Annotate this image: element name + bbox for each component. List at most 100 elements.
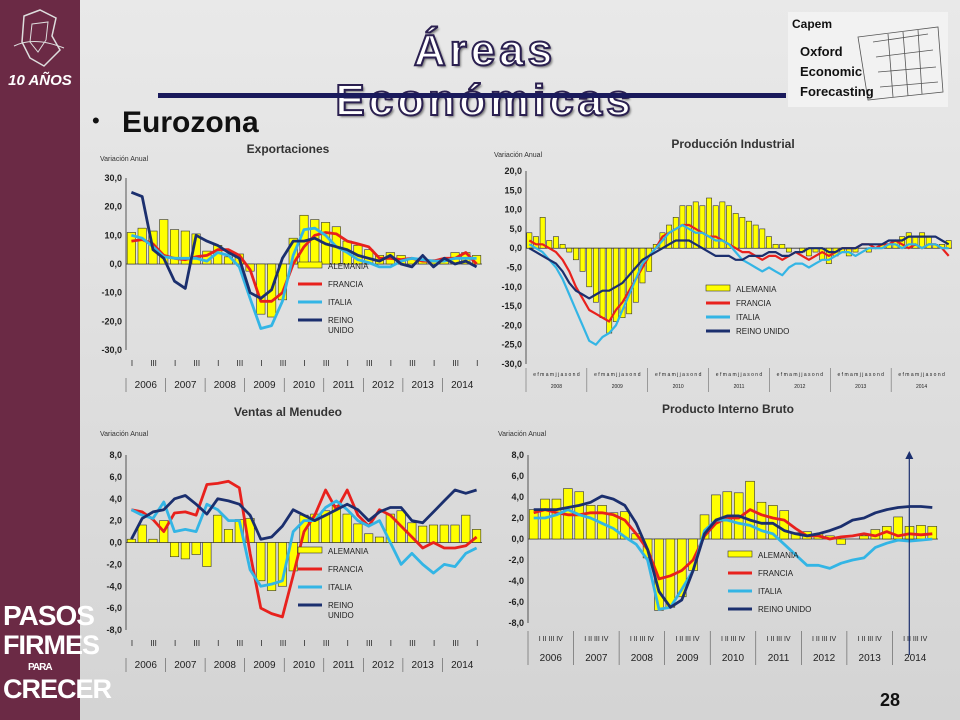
bar-alemania xyxy=(331,505,341,543)
svg-text:Economic: Economic xyxy=(800,64,862,79)
chart-title: Producción Industrial xyxy=(671,137,795,151)
bar-alemania xyxy=(586,247,593,288)
bar-alemania xyxy=(719,201,726,249)
x-tick-label: III xyxy=(237,359,244,368)
bar-alemania xyxy=(756,501,767,540)
y-tick-label: 8,0 xyxy=(511,450,524,460)
x-year-label: 2008 xyxy=(214,660,237,671)
x-year-label: 2009 xyxy=(612,384,623,390)
x-tick-label: I xyxy=(217,359,219,368)
line-italia xyxy=(528,223,949,346)
x-tick-label: III xyxy=(409,639,416,648)
x-tick-label: e f m a m j j a s o n d xyxy=(716,372,763,378)
y-tick-label: -6,0 xyxy=(106,603,122,613)
x-tick-label: I xyxy=(347,639,349,648)
page-number: 28 xyxy=(880,690,901,710)
chart-title: Producto Interno Bruto xyxy=(662,402,794,416)
slogan-line-4: CRECER xyxy=(3,674,112,704)
legend-label: ALEMANIA xyxy=(758,551,799,560)
bar-alemania xyxy=(126,538,136,543)
bar-alemania xyxy=(428,524,438,543)
chart-svg: 30,0 20,0 10,0 0,0 -10,0 -20,0 -30,0 ALEMANIA FR… xyxy=(101,173,482,392)
bar-alemania xyxy=(672,217,679,249)
bar-alemania xyxy=(706,197,712,249)
x-tick-label: I II III IV xyxy=(903,636,927,643)
x-tick-label: e f m a m j j a s o n d xyxy=(777,372,824,378)
x-year-label: 2012 xyxy=(372,380,395,391)
y-tick-label: -30,0 xyxy=(501,359,522,369)
x-tick-label: III xyxy=(193,359,200,368)
x-tick-label: III xyxy=(452,359,459,368)
x-year-label: 2014 xyxy=(904,653,927,664)
bar-alemania xyxy=(779,244,786,249)
bar-alemania xyxy=(711,494,721,540)
y-tick-label: 0,0 xyxy=(511,534,524,544)
legend-label: ALEMANIA xyxy=(328,262,369,271)
bar-alemania xyxy=(927,526,938,540)
x-tick-label: e f m a m j j a s o n d xyxy=(594,372,641,378)
legend-label: FRANCIA xyxy=(736,299,772,308)
x-tick-label: I xyxy=(347,359,349,368)
bar-alemania xyxy=(180,542,190,560)
y-tick-label: -25,0 xyxy=(501,340,522,350)
x-year-label: 2010 xyxy=(722,653,745,664)
chart-title: Exportaciones xyxy=(246,142,330,156)
x-year-label: 2012 xyxy=(813,653,836,664)
y-tick-label: -8,0 xyxy=(508,618,524,628)
y-tick-label: 6,0 xyxy=(511,471,524,481)
x-year-label: 2006 xyxy=(135,380,158,391)
bar-alemania xyxy=(170,542,180,558)
bar-alemania xyxy=(551,498,562,540)
bar-alemania xyxy=(170,229,180,265)
x-tick-label: I xyxy=(390,359,392,368)
svg-text:Forecasting: Forecasting xyxy=(800,84,874,99)
x-year-label: 2010 xyxy=(673,384,684,390)
x-year-label: 2011 xyxy=(333,380,355,391)
bar-alemania xyxy=(559,244,566,249)
y-tick-label: -6,0 xyxy=(508,597,524,607)
x-tick-label: e f m a m j j a s o n d xyxy=(838,372,885,378)
y-tick-label: 10,0 xyxy=(504,205,522,215)
x-tick-label: I xyxy=(174,639,176,648)
bar-alemania xyxy=(202,542,212,567)
y-tick-label: -20,0 xyxy=(501,320,522,330)
x-year-label: 2011 xyxy=(333,660,355,671)
x-year-label: 2011 xyxy=(734,384,745,390)
bar-alemania xyxy=(267,542,277,591)
y-tick-label: 0,0 xyxy=(109,538,122,548)
legend-label-part: REINO xyxy=(328,316,353,325)
sidebar: 10 AÑOS PASOS FIRMES PARA CRECER xyxy=(0,0,112,720)
x-tick-label: I II III IV xyxy=(539,636,563,643)
legend-label: ALEMANIA xyxy=(736,285,777,294)
bar-alemania xyxy=(418,525,428,543)
y-tick-label: 6,0 xyxy=(109,472,122,482)
x-year-label: 2012 xyxy=(372,660,395,671)
y-axis-label: Variación Anual xyxy=(100,156,149,163)
x-year-label: 2013 xyxy=(859,653,882,664)
x-tick-label: I II III IV xyxy=(858,636,882,643)
anniversary-logo: 10 AÑOS xyxy=(8,9,72,88)
x-tick-label: III xyxy=(323,639,330,648)
line-reino-unido xyxy=(130,190,478,300)
legend-label-part: UNIDO xyxy=(328,326,354,335)
x-tick-label: I II III IV xyxy=(584,636,608,643)
x-tick-label: III xyxy=(452,639,459,648)
y-tick-label: -8,0 xyxy=(106,625,122,635)
x-tick-label: I xyxy=(174,359,176,368)
x-tick-label: I xyxy=(260,359,262,368)
legend-label: ITALIA xyxy=(758,587,783,596)
x-tick-label: III xyxy=(150,639,157,648)
bar-alemania xyxy=(159,219,169,265)
x-tick-label: I xyxy=(433,359,435,368)
line-reino-unido xyxy=(528,235,950,300)
y-tick-label: -4,0 xyxy=(106,581,122,591)
x-tick-label: I xyxy=(303,359,305,368)
x-year-label: 2014 xyxy=(451,660,474,671)
bar-alemania xyxy=(573,247,579,261)
x-year-label: 2008 xyxy=(631,653,654,664)
legend-label: REINO UNIDO xyxy=(328,316,354,335)
bar-alemania xyxy=(223,529,233,543)
x-tick-label: I II III IV xyxy=(675,636,699,643)
bar-alemania xyxy=(732,213,739,249)
bar-alemania xyxy=(191,542,201,555)
